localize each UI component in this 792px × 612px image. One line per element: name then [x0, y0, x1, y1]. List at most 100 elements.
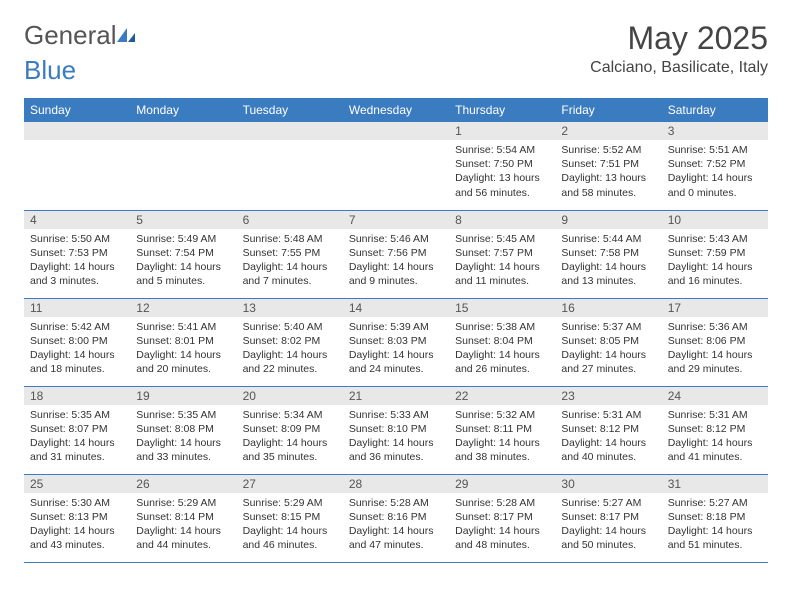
day-content: Sunrise: 5:29 AMSunset: 8:15 PMDaylight:… [237, 493, 343, 557]
weekday-header: Monday [130, 98, 236, 122]
calendar-cell: 25Sunrise: 5:30 AMSunset: 8:13 PMDayligh… [24, 474, 130, 562]
location: Calciano, Basilicate, Italy [590, 59, 768, 77]
calendar-cell: 30Sunrise: 5:27 AMSunset: 8:17 PMDayligh… [555, 474, 661, 562]
calendar-cell [24, 122, 130, 210]
calendar-row: 25Sunrise: 5:30 AMSunset: 8:13 PMDayligh… [24, 474, 768, 562]
calendar-cell: 8Sunrise: 5:45 AMSunset: 7:57 PMDaylight… [449, 210, 555, 298]
logo-general: General [24, 20, 117, 50]
logo-sail-icon [115, 20, 137, 51]
calendar-cell: 1Sunrise: 5:54 AMSunset: 7:50 PMDaylight… [449, 122, 555, 210]
day-number: 1 [449, 122, 555, 140]
calendar-cell: 31Sunrise: 5:27 AMSunset: 8:18 PMDayligh… [662, 474, 768, 562]
day-number: 10 [662, 211, 768, 229]
calendar-cell: 11Sunrise: 5:42 AMSunset: 8:00 PMDayligh… [24, 298, 130, 386]
day-content: Sunrise: 5:37 AMSunset: 8:05 PMDaylight:… [555, 317, 661, 381]
weekday-header: Friday [555, 98, 661, 122]
month-title: May 2025 [590, 20, 768, 57]
day-number: 9 [555, 211, 661, 229]
day-number: 22 [449, 387, 555, 405]
day-content: Sunrise: 5:41 AMSunset: 8:01 PMDaylight:… [130, 317, 236, 381]
day-number: 16 [555, 299, 661, 317]
calendar-cell: 9Sunrise: 5:44 AMSunset: 7:58 PMDaylight… [555, 210, 661, 298]
day-content: Sunrise: 5:31 AMSunset: 8:12 PMDaylight:… [555, 405, 661, 469]
day-number: 18 [24, 387, 130, 405]
day-content: Sunrise: 5:51 AMSunset: 7:52 PMDaylight:… [662, 140, 768, 204]
day-number: 27 [237, 475, 343, 493]
calendar-cell [130, 122, 236, 210]
day-content: Sunrise: 5:27 AMSunset: 8:17 PMDaylight:… [555, 493, 661, 557]
calendar-cell: 17Sunrise: 5:36 AMSunset: 8:06 PMDayligh… [662, 298, 768, 386]
day-number: 23 [555, 387, 661, 405]
day-number: 26 [130, 475, 236, 493]
day-content: Sunrise: 5:29 AMSunset: 8:14 PMDaylight:… [130, 493, 236, 557]
calendar-cell: 5Sunrise: 5:49 AMSunset: 7:54 PMDaylight… [130, 210, 236, 298]
calendar-cell: 27Sunrise: 5:29 AMSunset: 8:15 PMDayligh… [237, 474, 343, 562]
day-number-empty [343, 122, 449, 140]
calendar-cell: 13Sunrise: 5:40 AMSunset: 8:02 PMDayligh… [237, 298, 343, 386]
day-content: Sunrise: 5:33 AMSunset: 8:10 PMDaylight:… [343, 405, 449, 469]
day-number: 14 [343, 299, 449, 317]
day-content: Sunrise: 5:35 AMSunset: 8:08 PMDaylight:… [130, 405, 236, 469]
day-number-empty [237, 122, 343, 140]
title-block: May 2025 Calciano, Basilicate, Italy [590, 20, 768, 77]
day-content: Sunrise: 5:50 AMSunset: 7:53 PMDaylight:… [24, 229, 130, 293]
calendar-cell: 7Sunrise: 5:46 AMSunset: 7:56 PMDaylight… [343, 210, 449, 298]
calendar-cell: 19Sunrise: 5:35 AMSunset: 8:08 PMDayligh… [130, 386, 236, 474]
day-content: Sunrise: 5:48 AMSunset: 7:55 PMDaylight:… [237, 229, 343, 293]
calendar-cell: 22Sunrise: 5:32 AMSunset: 8:11 PMDayligh… [449, 386, 555, 474]
logo-blue: Blue [24, 55, 76, 85]
day-number: 7 [343, 211, 449, 229]
calendar-cell: 20Sunrise: 5:34 AMSunset: 8:09 PMDayligh… [237, 386, 343, 474]
day-content: Sunrise: 5:28 AMSunset: 8:17 PMDaylight:… [449, 493, 555, 557]
day-number: 2 [555, 122, 661, 140]
day-number: 19 [130, 387, 236, 405]
day-content: Sunrise: 5:32 AMSunset: 8:11 PMDaylight:… [449, 405, 555, 469]
calendar-cell: 21Sunrise: 5:33 AMSunset: 8:10 PMDayligh… [343, 386, 449, 474]
day-content: Sunrise: 5:36 AMSunset: 8:06 PMDaylight:… [662, 317, 768, 381]
calendar-table: SundayMondayTuesdayWednesdayThursdayFrid… [24, 98, 768, 563]
day-number: 20 [237, 387, 343, 405]
calendar-cell: 6Sunrise: 5:48 AMSunset: 7:55 PMDaylight… [237, 210, 343, 298]
day-number: 13 [237, 299, 343, 317]
weekday-header: Saturday [662, 98, 768, 122]
day-number: 15 [449, 299, 555, 317]
calendar-cell [237, 122, 343, 210]
calendar-cell: 18Sunrise: 5:35 AMSunset: 8:07 PMDayligh… [24, 386, 130, 474]
calendar-cell: 29Sunrise: 5:28 AMSunset: 8:17 PMDayligh… [449, 474, 555, 562]
day-number: 4 [24, 211, 130, 229]
calendar-body: 1Sunrise: 5:54 AMSunset: 7:50 PMDaylight… [24, 122, 768, 562]
day-number-empty [130, 122, 236, 140]
calendar-cell: 3Sunrise: 5:51 AMSunset: 7:52 PMDaylight… [662, 122, 768, 210]
calendar-row: 1Sunrise: 5:54 AMSunset: 7:50 PMDaylight… [24, 122, 768, 210]
day-number: 31 [662, 475, 768, 493]
day-content: Sunrise: 5:27 AMSunset: 8:18 PMDaylight:… [662, 493, 768, 557]
calendar-row: 18Sunrise: 5:35 AMSunset: 8:07 PMDayligh… [24, 386, 768, 474]
day-content: Sunrise: 5:49 AMSunset: 7:54 PMDaylight:… [130, 229, 236, 293]
day-number: 6 [237, 211, 343, 229]
day-number: 5 [130, 211, 236, 229]
day-number: 8 [449, 211, 555, 229]
day-number: 29 [449, 475, 555, 493]
calendar-cell: 2Sunrise: 5:52 AMSunset: 7:51 PMDaylight… [555, 122, 661, 210]
calendar-cell: 24Sunrise: 5:31 AMSunset: 8:12 PMDayligh… [662, 386, 768, 474]
day-number: 24 [662, 387, 768, 405]
calendar-cell: 12Sunrise: 5:41 AMSunset: 8:01 PMDayligh… [130, 298, 236, 386]
day-content: Sunrise: 5:54 AMSunset: 7:50 PMDaylight:… [449, 140, 555, 204]
day-content: Sunrise: 5:30 AMSunset: 8:13 PMDaylight:… [24, 493, 130, 557]
logo-text: General Blue [24, 20, 137, 86]
calendar-cell: 14Sunrise: 5:39 AMSunset: 8:03 PMDayligh… [343, 298, 449, 386]
calendar-cell: 23Sunrise: 5:31 AMSunset: 8:12 PMDayligh… [555, 386, 661, 474]
day-content: Sunrise: 5:39 AMSunset: 8:03 PMDaylight:… [343, 317, 449, 381]
day-content: Sunrise: 5:31 AMSunset: 8:12 PMDaylight:… [662, 405, 768, 469]
weekday-header: Sunday [24, 98, 130, 122]
day-content: Sunrise: 5:45 AMSunset: 7:57 PMDaylight:… [449, 229, 555, 293]
day-number-empty [24, 122, 130, 140]
calendar-cell: 10Sunrise: 5:43 AMSunset: 7:59 PMDayligh… [662, 210, 768, 298]
calendar-cell: 16Sunrise: 5:37 AMSunset: 8:05 PMDayligh… [555, 298, 661, 386]
day-number: 21 [343, 387, 449, 405]
day-number: 17 [662, 299, 768, 317]
weekday-header: Wednesday [343, 98, 449, 122]
day-number: 3 [662, 122, 768, 140]
day-content: Sunrise: 5:44 AMSunset: 7:58 PMDaylight:… [555, 229, 661, 293]
day-content: Sunrise: 5:46 AMSunset: 7:56 PMDaylight:… [343, 229, 449, 293]
